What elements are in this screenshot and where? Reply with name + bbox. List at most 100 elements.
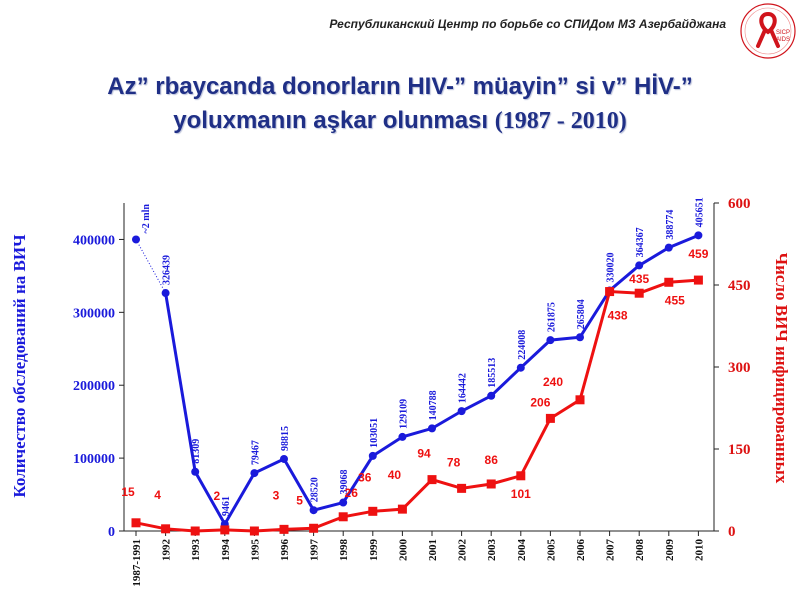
- right-tick-label: 450: [728, 278, 751, 294]
- blue-series-point: [191, 467, 200, 476]
- x-tick-label: 1998: [338, 539, 350, 562]
- blue-series-dotted-segment: [135, 239, 167, 294]
- right-tick-label: 300: [728, 360, 751, 376]
- left-tick-label: 0: [108, 525, 115, 540]
- blue-series-point: [694, 231, 703, 240]
- red-data-label: 4: [154, 488, 161, 502]
- blue-data-label: 129109: [398, 399, 409, 429]
- x-tick-label: 2010: [693, 539, 705, 562]
- x-tick-label: 2003: [486, 539, 498, 562]
- x-tick-label: 2006: [575, 539, 587, 562]
- blue-data-label: 28520: [310, 477, 321, 502]
- red-data-label: 78: [447, 455, 461, 469]
- red-data-label: 455: [665, 293, 685, 307]
- x-tick-label: 2008: [634, 539, 646, 562]
- red-data-label: 101: [511, 487, 531, 501]
- red-series-point: [368, 506, 378, 516]
- red-data-label: 5: [296, 493, 303, 507]
- left-axis-title: Количество обследований на ВИЧ: [10, 234, 29, 498]
- red-series-point: [575, 395, 585, 405]
- red-series-point: [486, 479, 496, 489]
- left-tick-label: 100000: [73, 452, 115, 467]
- right-tick-label: 600: [728, 196, 751, 212]
- red-series-point: [634, 288, 644, 298]
- red-series-point: [249, 526, 259, 536]
- logo-text-bottom: AIDS: [776, 37, 790, 43]
- x-tick-label: 1992: [161, 539, 173, 562]
- x-tick-label: 2005: [545, 539, 557, 562]
- blue-series-point: [635, 261, 644, 270]
- red-data-label: 15: [121, 485, 135, 499]
- blue-data-label: 388774: [665, 210, 676, 240]
- blue-series-point: [546, 336, 555, 345]
- blue-series-point: [309, 506, 318, 515]
- blue-data-label: 140788: [428, 390, 439, 420]
- right-tick-label: 0: [728, 524, 736, 540]
- right-axis-title: Число ВИЧ инфицированных: [772, 253, 791, 484]
- red-data-label: 435: [629, 272, 649, 286]
- blue-data-label: 265804: [576, 299, 587, 329]
- x-tick-label: 2009: [664, 539, 676, 562]
- red-data-label: 3: [273, 488, 280, 502]
- x-tick-label: 1997: [309, 539, 321, 562]
- red-series-point: [397, 504, 407, 514]
- red-data-label: 26: [345, 486, 359, 500]
- blue-data-label: 39068: [339, 470, 350, 495]
- red-series-point: [279, 524, 289, 534]
- x-tick-label: 1994: [220, 539, 232, 562]
- blue-data-label: 326439: [162, 255, 173, 285]
- red-series-point: [693, 275, 703, 285]
- red-data-label: 94: [417, 447, 431, 461]
- red-data-label: 2: [213, 489, 220, 503]
- blue-series-point: [516, 363, 525, 372]
- red-data-label: 40: [388, 468, 402, 482]
- aids-center-logo-icon: SICP AIDS: [740, 3, 796, 59]
- red-data-label: 240: [543, 375, 563, 389]
- x-tick-label: 2001: [427, 539, 439, 561]
- x-tick-label: 1999: [368, 539, 380, 562]
- red-data-label: 36: [358, 470, 372, 484]
- red-series-point: [664, 277, 674, 287]
- red-data-label: 206: [530, 395, 550, 409]
- blue-data-label: 103051: [369, 418, 380, 448]
- blue-series-point: [457, 407, 466, 416]
- red-series-point: [131, 518, 141, 528]
- blue-data-label: 9461: [221, 496, 232, 516]
- blue-data-label: 405651: [694, 197, 705, 227]
- blue-data-label: 79467: [250, 440, 261, 465]
- red-series-point: [516, 471, 526, 481]
- x-tick-label: 2007: [605, 539, 617, 562]
- blue-series-point: [398, 432, 407, 441]
- red-series-point: [309, 523, 319, 533]
- logo-text-top: SICP: [776, 30, 790, 36]
- red-data-label: 438: [608, 309, 628, 323]
- x-tick-label: 2000: [397, 539, 409, 562]
- x-tick-label: 2004: [516, 539, 528, 562]
- blue-data-label: 261875: [546, 302, 557, 332]
- x-tick-label: 1996: [279, 539, 291, 562]
- blue-series-point: [487, 391, 496, 400]
- red-series-point: [220, 525, 230, 535]
- red-data-label: 459: [688, 247, 708, 261]
- red-series-point: [161, 524, 171, 534]
- red-series-point: [338, 512, 348, 522]
- blue-data-label: 164442: [458, 373, 469, 403]
- organization-header: Республиканский Центр по борьбе со СПИДо…: [329, 17, 726, 31]
- blue-series-point: [664, 243, 673, 252]
- blue-series-point: [428, 424, 436, 433]
- x-tick-label: 1995: [249, 539, 261, 562]
- red-series-point: [427, 475, 437, 485]
- chart-title: Az” rbaycanda donorların HIV-” müayin” s…: [0, 70, 800, 138]
- blue-series-point: [132, 235, 140, 244]
- x-tick-label: 1993: [190, 539, 202, 562]
- blue-series-point: [280, 454, 288, 463]
- blue-data-label: 364367: [635, 227, 646, 257]
- blue-data-label: 98815: [280, 426, 291, 451]
- red-series-point: [605, 287, 615, 297]
- red-series-point: [457, 483, 467, 493]
- title-line-2-text: yoluxmanın aşkar olunması: [173, 107, 489, 134]
- blue-data-label: 330020: [606, 252, 617, 282]
- left-tick-label: 400000: [73, 233, 115, 248]
- red-data-label: 86: [485, 453, 499, 467]
